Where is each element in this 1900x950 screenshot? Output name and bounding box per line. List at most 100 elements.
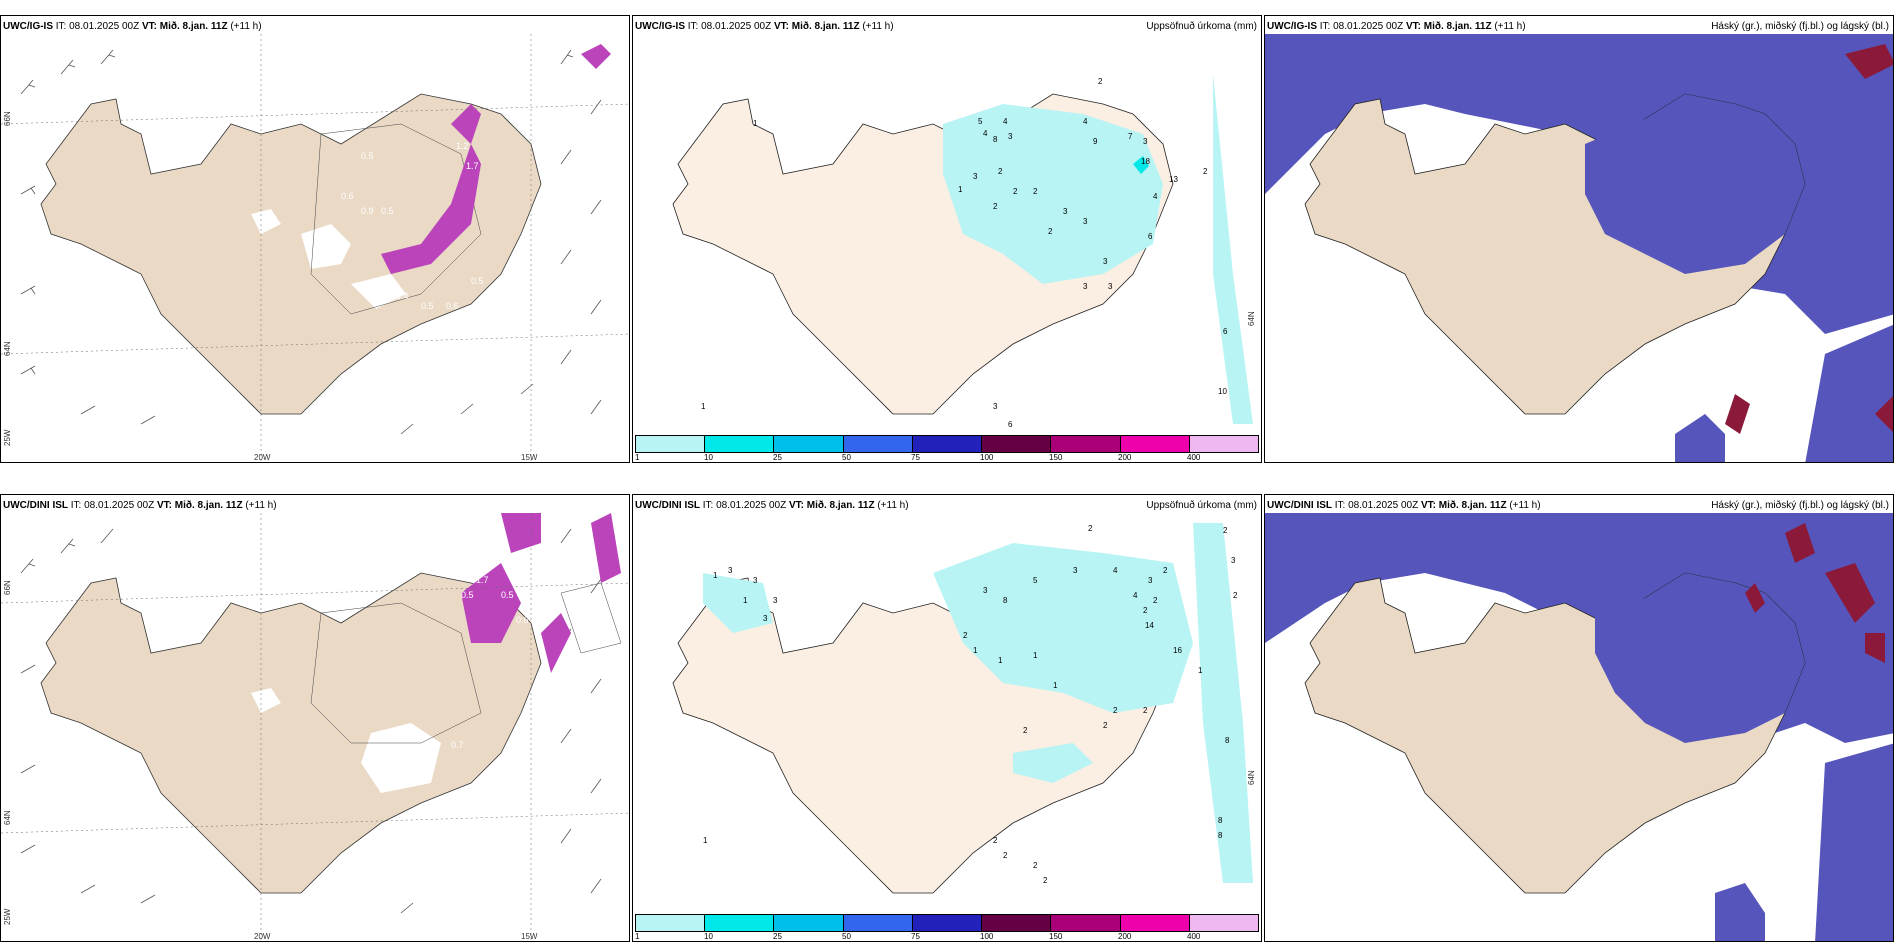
svg-text:2: 2	[1163, 566, 1168, 575]
svg-text:2: 2	[998, 167, 1003, 176]
svg-text:0.5: 0.5	[361, 151, 374, 161]
svg-text:1: 1	[1053, 681, 1058, 690]
panel-subtitle: Háský (gr.), miðský (fj.bl.) og lágský (…	[1711, 21, 1889, 32]
svg-text:18: 18	[1141, 157, 1150, 166]
svg-text:3: 3	[1063, 207, 1068, 216]
svg-text:8: 8	[1225, 736, 1230, 745]
lon-label-15w: 15W	[521, 932, 538, 941]
svg-text:2: 2	[1013, 187, 1018, 196]
legend-tick: 10	[704, 453, 713, 462]
svg-text:2: 2	[1113, 706, 1118, 715]
map-clouds	[1265, 34, 1893, 462]
map-precip: 2 2 3 1 3 3 1 3 8 5 3 4 4 3 2 2 2 2 14 1…	[633, 513, 1261, 913]
panel-title: UWC/IG-IS IT: 08.01.2025 00Z VT: Mið. 8.…	[1267, 21, 1526, 32]
svg-text:1.2: 1.2	[456, 141, 469, 151]
legend-tick: 200	[1118, 932, 1132, 941]
panel-title: UWC/DINI ISL IT: 08.01.2025 00Z VT: Mið.…	[1267, 500, 1541, 511]
lon-label-25w: 25W	[3, 429, 12, 446]
panel-subtitle: Uppsöfnuð úrkoma (mm)	[1146, 21, 1257, 32]
svg-text:2: 2	[1033, 861, 1038, 870]
svg-text:0.4: 0.4	[396, 291, 409, 301]
svg-text:2: 2	[1043, 876, 1048, 885]
svg-text:1: 1	[998, 656, 1003, 665]
svg-text:0.6: 0.6	[516, 615, 529, 625]
map-wind-snow: 0.5 1.2 1.7 0.6 0.9 0.5 0.4 0.5 0.6 0.5	[1, 34, 629, 462]
svg-text:3: 3	[1083, 282, 1088, 291]
svg-text:3: 3	[728, 566, 733, 575]
lat-label-64n: 64N	[1247, 311, 1256, 326]
cloud-over-land	[1585, 94, 1805, 274]
legend-tick: 50	[842, 453, 851, 462]
legend-tick: 200	[1118, 453, 1132, 462]
panel-title: UWC/IG-IS IT: 08.01.2025 00Z VT: Mið. 8.…	[3, 21, 262, 32]
svg-text:3: 3	[973, 172, 978, 181]
precip-area-dark	[1133, 156, 1149, 174]
legend-tick: 1	[635, 932, 640, 941]
svg-text:10: 10	[1218, 387, 1227, 396]
precip-legend: 1 10 25 50 75 100 150 200 400	[633, 911, 1261, 941]
svg-text:3: 3	[1008, 132, 1013, 141]
svg-text:0.7: 0.7	[531, 617, 544, 627]
legend-tick: 10	[704, 932, 713, 941]
panel-bottom-right: UWC/DINI ISL IT: 08.01.2025 00Z VT: Mið.…	[1264, 494, 1894, 942]
map-wind-snow: 0.5 1.7 0.5 0.6 0.7 0.7	[1, 513, 629, 941]
panel-top-right: UWC/IG-IS IT: 08.01.2025 00Z VT: Mið. 8.…	[1264, 15, 1894, 463]
svg-text:0.5: 0.5	[421, 301, 434, 311]
snow-values: 0.5 1.2 1.7 0.6 0.9 0.5 0.4 0.5 0.6 0.5	[341, 141, 484, 311]
svg-text:3: 3	[1108, 282, 1113, 291]
legend-tick: 400	[1187, 932, 1201, 941]
panel-title: UWC/IG-IS IT: 08.01.2025 00Z VT: Mið. 8.…	[635, 21, 894, 32]
map-precip: 1 2 5 4 4 3 8 4 9 7 3 18 13 2 3 2 2 2 4 …	[633, 34, 1261, 434]
iceland-land	[40, 572, 542, 894]
svg-text:7: 7	[1128, 132, 1133, 141]
svg-text:3: 3	[763, 614, 768, 623]
panel-title: UWC/DINI ISL IT: 08.01.2025 00Z VT: Mið.…	[635, 500, 909, 511]
svg-text:2: 2	[1143, 706, 1148, 715]
svg-text:13: 13	[1169, 175, 1178, 184]
legend-tick: 150	[1049, 932, 1063, 941]
panel-bottom-left: UWC/DINI ISL IT: 08.01.2025 00Z VT: Mið.…	[0, 494, 630, 942]
lat-label-64n: 64N	[1247, 770, 1256, 785]
svg-text:2: 2	[963, 631, 968, 640]
svg-text:2: 2	[1223, 526, 1228, 535]
svg-text:0.6: 0.6	[446, 301, 459, 311]
svg-text:0.5: 0.5	[501, 590, 514, 600]
legend-tick: 75	[911, 932, 920, 941]
svg-text:6: 6	[1008, 420, 1013, 429]
svg-text:0.5: 0.5	[381, 206, 394, 216]
svg-text:2: 2	[1003, 851, 1008, 860]
svg-text:1.7: 1.7	[476, 575, 489, 585]
svg-text:3: 3	[773, 596, 778, 605]
svg-text:1: 1	[743, 596, 748, 605]
cloud-mid-lower	[1715, 743, 1893, 941]
lon-label-20w: 20W	[254, 932, 271, 941]
precip-values: 1 2 5 4 4 3 8 4 9 7 3 18 13 2 3 2 2 2 4 …	[701, 77, 1228, 429]
svg-text:2: 2	[1023, 726, 1028, 735]
svg-text:8: 8	[1003, 596, 1008, 605]
svg-text:3: 3	[983, 586, 988, 595]
svg-text:0.5: 0.5	[461, 590, 474, 600]
cloud-high	[1745, 523, 1885, 663]
svg-text:3: 3	[1231, 556, 1236, 565]
hatched-area	[310, 582, 622, 744]
svg-text:9: 9	[1093, 137, 1098, 146]
svg-text:2: 2	[993, 836, 998, 845]
legend-tick: 100	[980, 932, 994, 941]
svg-text:4: 4	[983, 129, 988, 138]
svg-text:3: 3	[753, 576, 758, 585]
lon-label-15w: 15W	[521, 453, 538, 462]
svg-text:1: 1	[1198, 666, 1203, 675]
svg-text:4: 4	[1003, 117, 1008, 126]
svg-text:4: 4	[1153, 192, 1158, 201]
legend-tick: 1	[635, 453, 640, 462]
panel-top-left: UWC/IG-IS IT: 08.01.2025 00Z VT: Mið. 8.…	[0, 15, 630, 463]
legend-tick: 150	[1049, 453, 1063, 462]
svg-text:8: 8	[993, 135, 998, 144]
lat-label-64n: 64N	[3, 810, 12, 825]
iceland-land	[40, 93, 542, 415]
svg-text:3: 3	[1083, 217, 1088, 226]
svg-text:5: 5	[1033, 576, 1038, 585]
panel-bottom-middle: UWC/DINI ISL IT: 08.01.2025 00Z VT: Mið.…	[632, 494, 1262, 942]
legend-tick: 25	[773, 932, 782, 941]
svg-text:1: 1	[753, 119, 758, 128]
